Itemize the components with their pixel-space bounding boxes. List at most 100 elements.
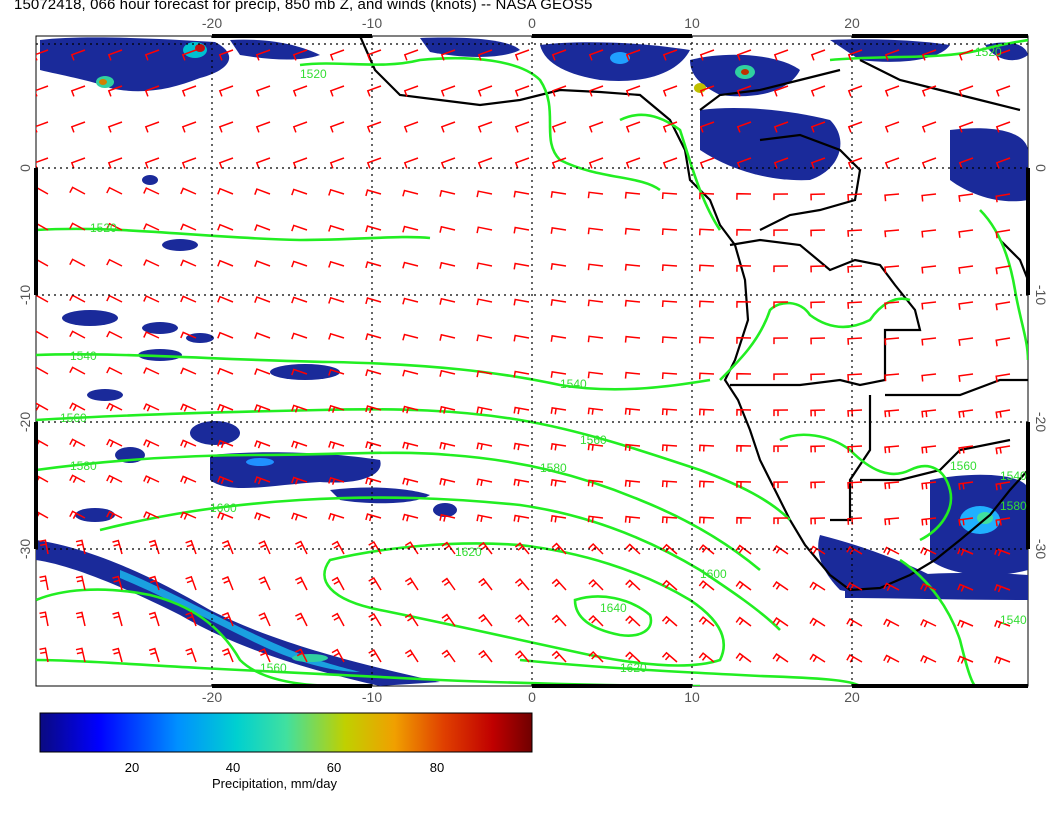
- wind-barb: [662, 49, 678, 61]
- wind-barb: [921, 49, 937, 61]
- wind-barb: [328, 440, 345, 449]
- wind-barb: [661, 651, 678, 663]
- wind-barb: [514, 614, 530, 627]
- wind-barb: [625, 157, 641, 169]
- wind-barb: [180, 295, 197, 303]
- wind-barb: [39, 539, 49, 555]
- precip-area: [950, 128, 1028, 202]
- wind-barb: [514, 157, 530, 169]
- contour-label: 1560: [260, 661, 287, 675]
- wind-barb: [75, 575, 86, 591]
- wind-barb: [587, 263, 604, 271]
- colorbar-tick: 80: [429, 760, 445, 775]
- wind-barb: [921, 409, 937, 418]
- contour-1520-north: [299, 56, 661, 192]
- wind-barb: [699, 157, 715, 169]
- wind-barb: [366, 49, 382, 61]
- wind-barb: [921, 193, 937, 202]
- wind-barb: [736, 444, 752, 452]
- wind-barb: [588, 85, 604, 97]
- wind-barb: [661, 615, 678, 627]
- contour-label: 1520: [975, 45, 1002, 59]
- wind-barb: [736, 121, 752, 133]
- wind-barb: [217, 295, 234, 303]
- wind-barb: [995, 85, 1011, 97]
- wind-barb: [995, 49, 1011, 61]
- wind-barb: [439, 189, 456, 197]
- wind-barb: [69, 366, 86, 375]
- wind-barb: [39, 647, 49, 663]
- wind-barb: [810, 337, 826, 345]
- wind-barb: [884, 193, 900, 202]
- wind-barb: [958, 337, 974, 346]
- wind-barb: [884, 157, 900, 169]
- wind-barb: [218, 157, 234, 169]
- lon-tick-bottom: 20: [844, 689, 860, 705]
- wind-barb: [698, 480, 715, 488]
- wind-barb: [439, 477, 456, 486]
- wind-barb: [295, 612, 308, 627]
- contour-africa: [979, 209, 1028, 361]
- wind-barb: [439, 441, 456, 450]
- precip-area: [142, 175, 158, 185]
- wind-barb: [254, 188, 271, 195]
- inner-border: [759, 133, 862, 231]
- wind-barb: [218, 49, 234, 61]
- wind-barb: [847, 85, 863, 97]
- wind-barb: [329, 85, 345, 97]
- wind-barb: [809, 581, 826, 591]
- contour-label: 1540: [70, 349, 97, 363]
- wind-barb: [36, 258, 49, 267]
- wind-barb: [624, 191, 641, 199]
- wind-barb: [143, 187, 160, 195]
- wind-barb: [439, 369, 456, 377]
- wind-barb: [551, 121, 567, 133]
- wind-barb: [181, 85, 197, 97]
- contour-label: 1540: [560, 377, 587, 391]
- wind-barb: [921, 445, 937, 454]
- wind-barb: [292, 157, 308, 169]
- wind-barb: [587, 443, 604, 451]
- wind-barb: [221, 576, 234, 591]
- wind-barb: [698, 300, 715, 308]
- wind-barb: [699, 49, 715, 61]
- wind-barb: [180, 511, 197, 520]
- wind-barb: [291, 188, 308, 196]
- wind-barb: [477, 85, 493, 97]
- graticule: [36, 36, 1028, 686]
- wind-barb: [476, 190, 493, 198]
- precip-area: [270, 364, 340, 380]
- wind-barb: [884, 265, 900, 274]
- wind-barb: [291, 260, 308, 268]
- wind-barb: [550, 371, 567, 378]
- wind-barb: [185, 647, 197, 663]
- wind-barb: [698, 264, 715, 272]
- wind-barb: [957, 619, 974, 628]
- wind-barb: [884, 85, 900, 97]
- wind-barb: [588, 157, 604, 169]
- wind-barb: [180, 403, 197, 412]
- wind-barb: [995, 517, 1011, 527]
- lat-tick-left: -10: [17, 285, 33, 305]
- wind-barb: [107, 49, 123, 61]
- wind-barb: [995, 373, 1011, 383]
- wind-barb: [69, 438, 86, 447]
- wind-barb: [478, 649, 493, 663]
- wind-barb: [36, 49, 49, 61]
- wind-barb: [810, 121, 826, 133]
- wind-barb: [550, 407, 567, 415]
- wind-barb: [439, 261, 456, 269]
- wind-barb: [995, 481, 1011, 491]
- wind-barb: [69, 402, 86, 411]
- wind-barb: [258, 648, 271, 663]
- wind-barb: [921, 121, 937, 133]
- wind-barb: [588, 578, 604, 591]
- wind-barb: [550, 515, 567, 523]
- wind-barb: [587, 227, 604, 235]
- wind-barb: [402, 297, 419, 305]
- wind-barb: [661, 543, 678, 555]
- wind-barb: [328, 188, 345, 196]
- wind-barb: [625, 85, 641, 97]
- wind-barb: [404, 541, 419, 555]
